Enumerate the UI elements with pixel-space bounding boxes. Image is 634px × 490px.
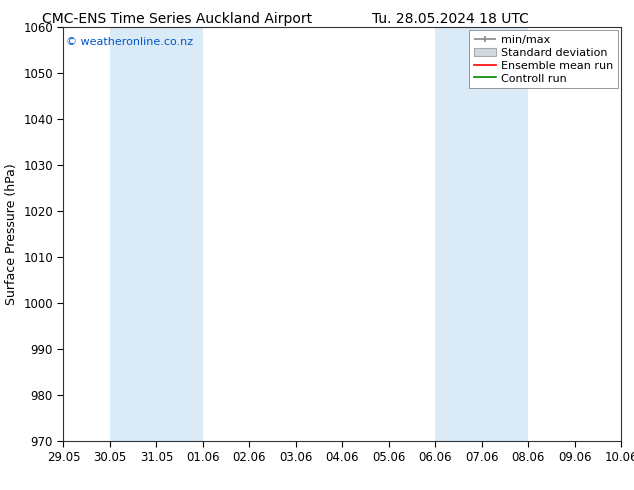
Text: © weatheronline.co.nz: © weatheronline.co.nz	[66, 37, 193, 48]
Y-axis label: Surface Pressure (hPa): Surface Pressure (hPa)	[4, 163, 18, 305]
Legend: min/max, Standard deviation, Ensemble mean run, Controll run: min/max, Standard deviation, Ensemble me…	[469, 30, 618, 88]
Bar	[110, 27, 203, 441]
Bar	[436, 27, 528, 441]
Text: Tu. 28.05.2024 18 UTC: Tu. 28.05.2024 18 UTC	[372, 12, 529, 26]
Text: CMC-ENS Time Series Auckland Airport: CMC-ENS Time Series Auckland Airport	[42, 12, 313, 26]
